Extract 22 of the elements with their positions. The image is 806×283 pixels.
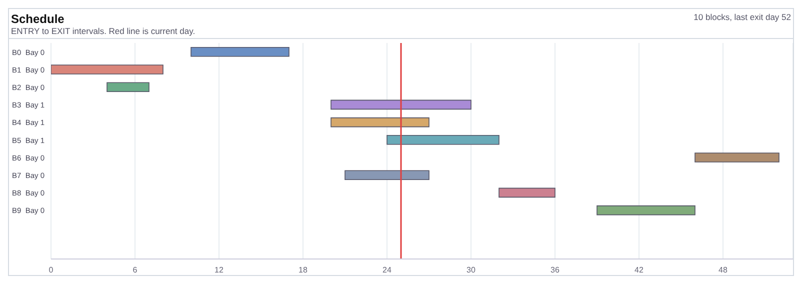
chart-title: Schedule (11, 12, 66, 26)
x-tick-label: 6 (132, 266, 138, 275)
bar (190, 47, 290, 57)
bar (386, 135, 500, 145)
bar (330, 100, 472, 110)
x-tick-label: 12 (214, 266, 224, 275)
x-tick-label: 30 (466, 266, 476, 275)
x-tick-label: 48 (718, 266, 728, 275)
bar (51, 64, 164, 74)
bar (106, 82, 150, 92)
x-tick-label: 36 (550, 266, 560, 275)
text: 10 blocks, last exit day 52 (694, 12, 791, 22)
x-tick-label: 18 (298, 266, 308, 275)
bar (596, 205, 696, 216)
x-tick-label: 42 (634, 266, 644, 275)
x-tick-label: 24 (382, 266, 392, 275)
bar (344, 170, 430, 180)
chart-subtitle: ENTRY to EXIT intervals. Red line is current day. (11, 26, 196, 36)
bar (498, 188, 556, 198)
bar (330, 117, 430, 128)
x-tick-label: 0 (48, 266, 54, 275)
bar (694, 152, 780, 162)
